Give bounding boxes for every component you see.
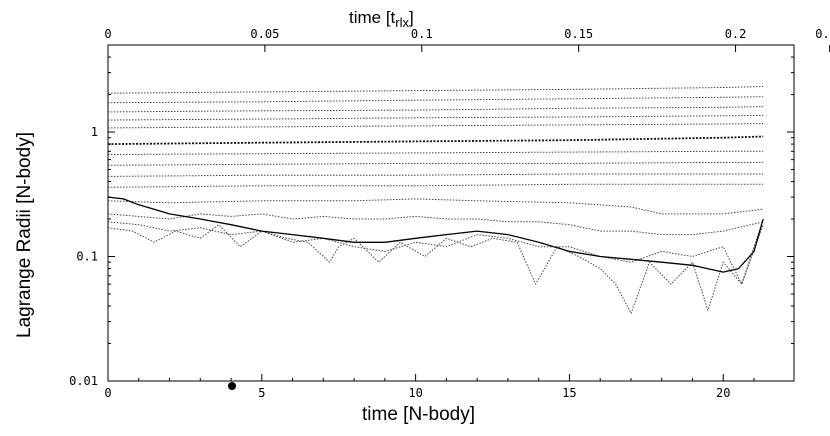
x-tick-label-bottom: 15 [562,386,576,400]
x-tick-label-top: 0.2 [725,27,747,41]
series-line-10 [107,183,764,188]
x-tick-label-top: 0.05 [250,27,279,41]
y-tick-label: 0.1 [76,250,98,264]
y-tick-label: 0.01 [69,374,98,388]
series-line-9 [107,173,764,177]
series-line-11 [107,198,764,215]
series-line-13 [107,224,764,314]
series-line-2 [107,96,764,104]
y-tick-label: 1 [91,125,98,139]
y-axis-title: Lagrange Radii [N-body] [14,132,35,338]
series-line-15 [107,196,764,273]
series-line-6 [107,135,764,145]
x-tick-label-bottom: 5 [258,386,265,400]
series-line-3 [107,106,764,113]
plot-frame [107,44,795,382]
x-tick-label-bottom: 0 [104,386,111,400]
x-tick-label-top: 0.23 [815,27,830,41]
series-line-5 [107,123,764,129]
axis-ticks [107,44,830,382]
series-line-1 [107,86,764,94]
series-lines [107,86,764,314]
axis-marker-dot [228,382,236,390]
x-tick-label-top: 0.1 [411,27,433,41]
x-axis-title-top: time [trlx] [349,8,414,30]
series-line-4 [107,114,764,121]
series-line-12 [107,213,764,236]
axis-tick-labels: 0 5 10 15 20 0 0.05 0.1 0.15 0.2 0.23 0.01 0.1 1 [69,27,830,400]
x-tick-label-top: 0 [104,27,111,41]
series-line-8 [107,161,764,166]
x-tick-label-bottom: 10 [408,386,422,400]
x-axis-title-top-sub: rlx [395,15,409,30]
x-axis-title-bottom: time [N-body] [362,404,475,425]
x-axis-title-top-main: time [t [349,8,396,27]
series-line-7 [107,150,764,155]
x-tick-label-top: 0.15 [564,27,593,41]
x-tick-label-bottom: 20 [716,386,730,400]
x-axis-title-top-close: ] [409,8,414,27]
series-line-14 [107,218,764,285]
